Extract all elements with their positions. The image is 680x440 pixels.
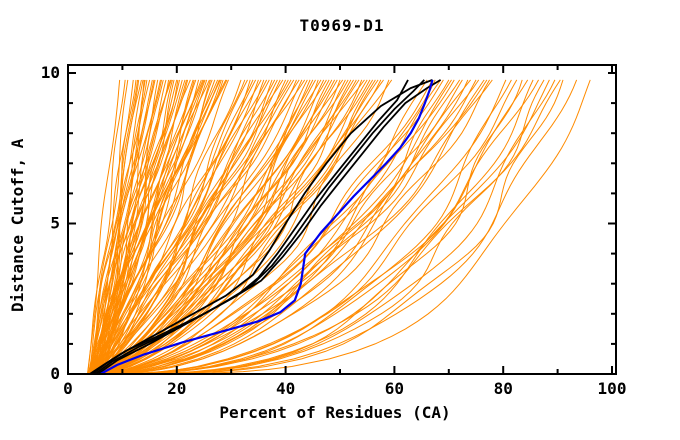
orange-ensemble-curve bbox=[96, 79, 561, 375]
orange-ensemble-curve bbox=[100, 79, 477, 375]
y-tick-label: 10 bbox=[41, 63, 60, 82]
orange-ensemble-curve bbox=[101, 79, 452, 375]
orange-ensemble-curve bbox=[94, 79, 550, 375]
orange-ensemble-curve bbox=[96, 79, 379, 375]
orange-ensemble-curve bbox=[91, 79, 204, 375]
orange-ensemble-curve bbox=[93, 79, 480, 375]
orange-ensemble-curve bbox=[93, 79, 173, 375]
orange-ensemble-curve bbox=[98, 79, 545, 375]
black-models-curve bbox=[89, 79, 433, 375]
orange-ensemble-curve bbox=[92, 79, 352, 375]
x-tick-label: 100 bbox=[598, 379, 627, 398]
orange-ensemble-curve bbox=[88, 79, 210, 375]
orange-ensemble-curve bbox=[99, 79, 213, 375]
black-models-curve bbox=[97, 79, 442, 375]
orange-ensemble-curve bbox=[90, 79, 289, 375]
orange-ensemble-curve bbox=[92, 79, 433, 375]
orange-ensemble-curve bbox=[92, 79, 268, 375]
orange-ensemble-curve bbox=[89, 79, 142, 374]
orange-ensemble-curve bbox=[97, 79, 344, 375]
orange-ensemble-curve bbox=[95, 79, 512, 375]
plot-frame bbox=[67, 64, 617, 375]
orange-ensemble-curve bbox=[98, 79, 146, 375]
orange-ensemble-curve bbox=[96, 79, 292, 375]
orange-ensemble-curve bbox=[100, 79, 578, 375]
orange-ensemble-curve bbox=[92, 79, 455, 375]
orange-ensemble-curve bbox=[95, 79, 488, 375]
orange-ensemble-curve bbox=[87, 79, 126, 375]
orange-ensemble-curve bbox=[103, 79, 591, 375]
orange-ensemble-curve bbox=[102, 79, 556, 375]
y-tick-label: 0 bbox=[50, 364, 60, 383]
orange-ensemble-curve bbox=[96, 79, 206, 375]
orange-ensemble-curve bbox=[99, 79, 371, 375]
orange-ensemble-curve bbox=[95, 79, 281, 375]
x-axis-label: Percent of Residues (CA) bbox=[219, 403, 451, 422]
orange-ensemble-curve bbox=[90, 79, 390, 375]
orange-ensemble-curve bbox=[92, 79, 493, 375]
orange-ensemble-curve bbox=[98, 79, 491, 375]
x-tick-label: 80 bbox=[494, 379, 513, 398]
black-models-curve bbox=[94, 79, 425, 375]
orange-ensemble-curve bbox=[89, 79, 172, 375]
orange-ensemble-curve bbox=[90, 79, 139, 375]
orange-ensemble-curve bbox=[99, 79, 265, 375]
y-tick-label: 5 bbox=[50, 214, 60, 233]
orange-ensemble-curve bbox=[91, 79, 471, 375]
orange-ensemble-curve bbox=[95, 79, 444, 375]
orange-ensemble-curve bbox=[101, 79, 254, 375]
orange-ensemble-curve bbox=[92, 79, 222, 375]
orange-ensemble-curve bbox=[92, 79, 300, 375]
orange-ensemble-curve bbox=[98, 79, 393, 375]
orange-ensemble-curve bbox=[100, 79, 534, 375]
orange-ensemble-curve bbox=[95, 79, 376, 375]
blue-model-curve bbox=[100, 79, 434, 375]
orange-ensemble-curve bbox=[99, 79, 507, 375]
orange-ensemble-curve bbox=[91, 79, 284, 375]
orange-ensemble-curve bbox=[92, 79, 257, 375]
orange-ensemble-curve bbox=[94, 79, 242, 375]
x-tick-label: 0 bbox=[63, 379, 73, 398]
orange-ensemble-curve bbox=[89, 79, 155, 375]
chart-title: T0969-D1 bbox=[299, 16, 385, 35]
orange-ensemble-curve bbox=[95, 79, 144, 375]
x-tick-label: 40 bbox=[276, 379, 295, 398]
orange-ensemble-curve bbox=[101, 79, 518, 375]
x-tick-label: 20 bbox=[167, 379, 186, 398]
x-tick-label: 60 bbox=[385, 379, 404, 398]
orange-ensemble-curve bbox=[93, 79, 295, 375]
y-axis-label: Distance Cutoff, A bbox=[8, 138, 27, 312]
orange-ensemble-curve bbox=[89, 79, 262, 375]
orange-ensemble-curve bbox=[94, 79, 529, 375]
